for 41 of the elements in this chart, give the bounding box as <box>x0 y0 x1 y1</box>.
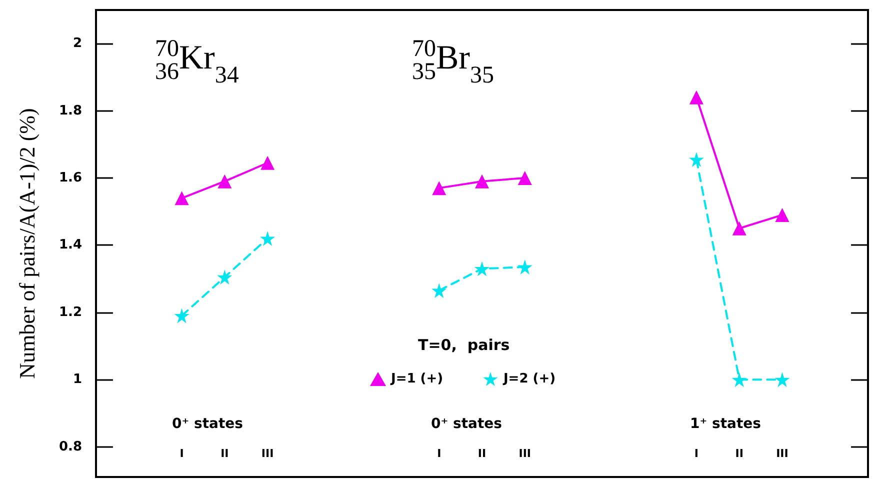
point <box>732 372 747 388</box>
point <box>732 221 746 236</box>
legend-title: T=0, pairs <box>418 336 510 354</box>
y-tick-label: 1.6 <box>58 170 82 186</box>
point <box>260 156 275 170</box>
point <box>689 90 704 104</box>
point <box>260 230 276 246</box>
point <box>774 372 790 388</box>
point <box>432 181 446 196</box>
x-tick-label: I <box>180 447 184 460</box>
x-tick-label: III <box>518 447 532 460</box>
y-tick-label: 0.8 <box>58 439 82 454</box>
x-tick-label: II <box>220 447 229 460</box>
annotation: 0⁺ states <box>172 416 243 432</box>
annotation: 0⁺ states <box>431 416 502 432</box>
x-tick-label: III <box>261 447 274 460</box>
y-tick-label: 1 <box>72 372 82 388</box>
annotation: 1⁺ states <box>690 416 761 432</box>
x-tick-label: III <box>776 447 788 460</box>
point <box>518 170 532 185</box>
y-tick-label: 1.4 <box>58 238 82 253</box>
x-tick-label: II <box>735 447 744 460</box>
point <box>775 208 790 222</box>
legend-label: J=1 (+) <box>390 372 444 386</box>
point <box>517 260 532 275</box>
point <box>218 174 232 188</box>
y-tick-label: 1.2 <box>58 304 82 320</box>
point <box>174 308 190 324</box>
y-tick-label: 2 <box>72 36 82 52</box>
point <box>688 152 704 168</box>
x-tick-label: I <box>437 447 442 460</box>
point <box>474 261 490 276</box>
y-tick-label: 1.8 <box>58 103 82 118</box>
point <box>217 270 232 285</box>
y-axis-title: Number of pairs/A(A-1)/2 (%) <box>14 108 40 379</box>
point <box>174 191 189 206</box>
x-tick-label: II <box>478 447 486 460</box>
point <box>475 174 489 188</box>
legend-label: J=2 (+) <box>502 372 556 386</box>
point <box>432 283 447 298</box>
x-tick-label: I <box>694 447 698 460</box>
